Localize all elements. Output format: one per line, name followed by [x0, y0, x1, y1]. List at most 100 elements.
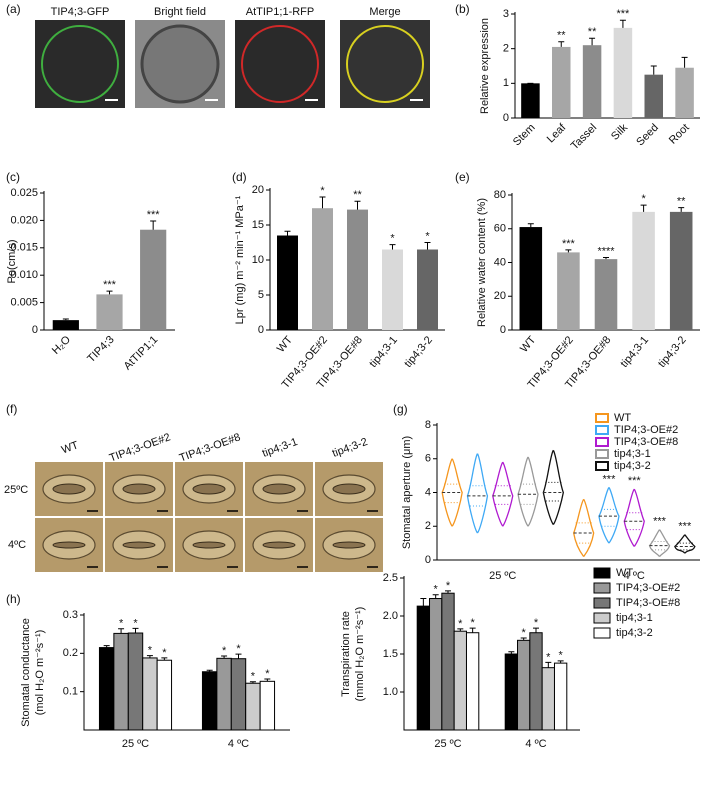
significance-label: *** [653, 516, 667, 528]
bar [416, 605, 431, 731]
y-axis-label: Stomatal conductance [20, 618, 32, 727]
error-bar [508, 651, 515, 654]
bar [557, 252, 580, 330]
x-tick-label: tip4;3-2 [656, 334, 689, 370]
error-bar [681, 56, 688, 68]
y-tick-label: 0 [32, 324, 38, 336]
significance-label: * [470, 617, 475, 629]
error-bar [589, 37, 596, 46]
y-tick-label: 2 [503, 43, 509, 55]
violin [623, 488, 645, 547]
significance-label: * [148, 645, 153, 657]
legend-swatch [595, 425, 609, 435]
error-bar [354, 200, 361, 210]
pore [122, 541, 156, 549]
significance-label: * [162, 647, 167, 659]
panel-label: (h) [6, 592, 21, 606]
significance-label: * [534, 617, 539, 629]
error-bar [678, 207, 685, 212]
error-bar [146, 655, 153, 658]
y-tick-label: 0.010 [10, 269, 38, 281]
bar [644, 74, 663, 118]
legend-label: TIP4;3-OE#8 [616, 597, 680, 609]
y-tick-label: 0.2 [63, 647, 78, 659]
y-tick-label: 60 [494, 223, 506, 235]
error-bar [284, 230, 291, 236]
error-bar [132, 627, 139, 634]
cell-outline [41, 25, 119, 103]
micrograph [235, 20, 325, 108]
x-tick-label: Root [667, 122, 692, 147]
error-bar [161, 657, 168, 661]
significance-label: *** [616, 8, 630, 20]
error-bar [457, 628, 464, 632]
significance-label: * [434, 584, 439, 596]
bar [465, 632, 480, 731]
legend-label: WT [614, 412, 631, 424]
error-bar [424, 242, 431, 250]
x-tick-label: H₂O [50, 333, 73, 356]
y-tick-label: 4 [425, 486, 431, 498]
x-tick-label: WT [275, 334, 295, 355]
significance-label: ** [677, 196, 686, 208]
column-label: TIP4;3-OE#2 [108, 431, 172, 464]
x-tick-label: 25 ºC [122, 738, 149, 750]
column-label: tip4;3-2 [331, 436, 370, 460]
micrograph [35, 20, 125, 108]
legend-label: TIP4;3-OE#2 [616, 582, 680, 594]
axis [514, 12, 700, 119]
bar [216, 657, 232, 731]
x-tick-label: tip4;3-1 [367, 334, 400, 370]
panel-label: (d) [232, 170, 247, 184]
column-label: WT [60, 439, 80, 456]
error-bar [118, 628, 125, 634]
bar [632, 211, 655, 330]
legend-label: tip4;3-1 [616, 612, 653, 624]
column-label: tip4;3-1 [261, 436, 300, 460]
significance-label: * [236, 643, 241, 655]
y-tick-label: 1 [503, 77, 509, 89]
y-tick-label: 0 [258, 324, 264, 336]
error-bar [103, 645, 110, 648]
bar [96, 294, 123, 330]
violin [573, 498, 595, 558]
violin [648, 529, 671, 558]
significance-label: * [265, 668, 270, 680]
bar [529, 632, 543, 731]
error-bar [389, 244, 396, 250]
error-bar [640, 204, 647, 212]
error-bar [319, 196, 326, 209]
pore [332, 541, 366, 549]
y-tick-label: 80 [494, 189, 506, 201]
y-axis-label: (mol H₂O m⁻²s⁻¹) [34, 630, 46, 716]
error-bar [650, 65, 657, 75]
pore [52, 541, 86, 549]
y-tick-label: 0 [503, 112, 509, 124]
significance-label: * [222, 645, 227, 657]
error-bar [558, 41, 565, 47]
legend-swatch [593, 597, 611, 609]
error-bar [520, 637, 527, 641]
error-bar [206, 669, 213, 672]
significance-label: ** [353, 189, 362, 201]
x-tick-label: tip4;3-2 [402, 334, 435, 370]
significance-label: * [641, 193, 646, 205]
bar [553, 662, 568, 731]
significance-label: *** [628, 475, 642, 487]
y-axis-label: Lpr (mg) m⁻² min⁻¹ MPa⁻¹ [234, 195, 246, 324]
bar [519, 227, 543, 330]
violin [441, 458, 463, 527]
panel-label: (e) [455, 170, 470, 184]
bar [201, 671, 218, 731]
bar [517, 639, 531, 731]
error-bar [221, 655, 228, 659]
bar [453, 630, 467, 731]
legend-swatch [593, 582, 611, 594]
bar [312, 208, 333, 330]
error-bar [420, 598, 427, 607]
legend-label: WT [616, 567, 633, 579]
y-tick-label: 2.5 [383, 572, 398, 584]
bar [675, 67, 694, 118]
bar [594, 259, 618, 330]
legend-swatch [595, 449, 609, 459]
